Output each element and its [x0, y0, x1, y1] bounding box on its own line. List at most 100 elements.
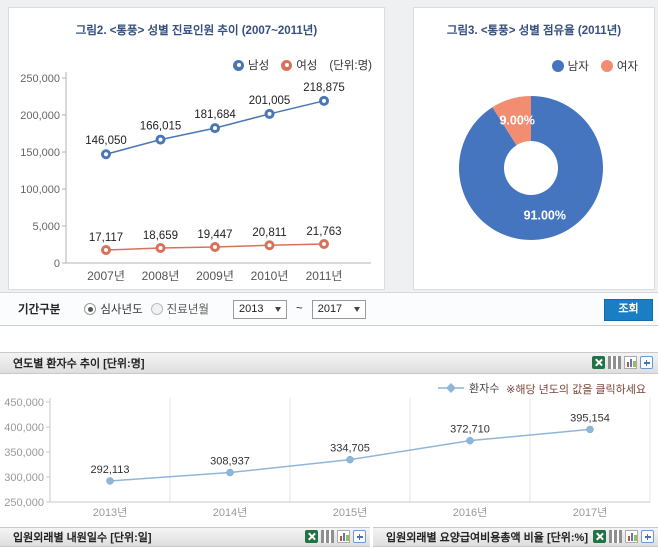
svg-text:200,000: 200,000 — [20, 110, 60, 122]
svg-text:2011년: 2011년 — [306, 269, 343, 283]
bar-chart-icon[interactable] — [624, 356, 637, 369]
svg-text:20,811: 20,811 — [252, 227, 286, 239]
gender-share-panel: 그림3. <통풍> 성별 점유율 (2011년) 남자 여자 91.00% 9.0… — [413, 7, 655, 290]
chart-toolbar — [305, 530, 366, 543]
excel-export-icon[interactable] — [593, 530, 606, 543]
svg-text:2008년: 2008년 — [142, 269, 180, 283]
svg-text:400,000: 400,000 — [4, 422, 44, 434]
visit-days-title: 입원외래별 내원일수 [단위:일] — [13, 532, 152, 544]
cost-ratio-title: 입원외래별 요양급여비용총액 비율 [단위:%] — [386, 532, 588, 544]
svg-text:100,000: 100,000 — [20, 184, 60, 196]
year-range-separator: ~ — [295, 303, 303, 315]
gender-trend-title: 그림2. <통풍> 성별 진료인원 추이 (2007~2011년) — [75, 25, 318, 37]
expand-icon[interactable] — [640, 356, 653, 369]
svg-text:250,000: 250,000 — [20, 73, 60, 85]
svg-text:91.00%: 91.00% — [524, 209, 566, 223]
svg-text:18,659: 18,659 — [143, 230, 178, 242]
gender-share-legend: 남자 여자 — [551, 58, 638, 74]
bar-chart-icon-bar — [633, 360, 636, 367]
svg-text:308,937: 308,937 — [210, 456, 250, 468]
svg-text:2014년: 2014년 — [213, 506, 248, 519]
svg-text:146,050: 146,050 — [85, 135, 127, 147]
legend-item-man: 남자 — [551, 58, 589, 74]
gender-share-title: 그림3. <통풍> 성별 점유율 (2011년) — [446, 25, 622, 37]
svg-text:2007년: 2007년 — [87, 269, 125, 283]
svg-text:250,000: 250,000 — [4, 497, 44, 509]
svg-text:2010년: 2010년 — [251, 269, 289, 283]
svg-text:21,763: 21,763 — [306, 226, 341, 238]
period-filter-label: 기간구분 — [18, 304, 61, 316]
svg-text:150,000: 150,000 — [20, 147, 60, 159]
svg-text:0: 0 — [54, 258, 60, 270]
svg-text:300,000: 300,000 — [4, 472, 44, 484]
yearly-patients-section: 연도별 환자수 추이 [단위:명] 환자수 ※해당 년도의 값을 클릭하세요 4… — [0, 352, 658, 524]
bar-chart-icon-bar — [346, 534, 349, 541]
legend-item-female: 여성 — [281, 57, 317, 73]
legend-item-male: 남성 — [233, 57, 269, 73]
yearly-patients-title: 연도별 환자수 추이 [단위:명] — [13, 358, 145, 370]
chart-toolbar — [593, 530, 654, 543]
table-view-icon[interactable] — [609, 530, 622, 543]
woman-slice-marker-icon — [600, 60, 613, 72]
patient-series-marker-icon — [438, 383, 464, 393]
svg-text:395,154: 395,154 — [570, 412, 610, 424]
chevron-down-icon — [353, 306, 360, 312]
unit-label: (단위:명) — [329, 60, 372, 72]
svg-text:2017년: 2017년 — [573, 506, 608, 519]
to-year-select[interactable]: 2017 — [311, 299, 366, 319]
click-hint-note: ※해당 년도의 값을 클릭하세요 — [506, 384, 646, 396]
search-button[interactable]: 조회 — [604, 299, 653, 321]
svg-text:166,015: 166,015 — [140, 121, 182, 133]
review-year-radio[interactable] — [84, 303, 97, 315]
from-year-select[interactable]: 2013 — [232, 299, 287, 319]
treatment-month-radio-label[interactable]: 진료년월 — [166, 304, 209, 316]
svg-text:350,000: 350,000 — [4, 447, 44, 459]
chevron-down-icon — [274, 306, 281, 312]
cost-ratio-header: 입원외래별 요양급여비용총액 비율 [단위:%] — [373, 527, 658, 547]
female-series-marker-icon — [281, 59, 293, 71]
table-view-icon[interactable] — [321, 530, 334, 543]
svg-text:372,710: 372,710 — [450, 424, 490, 436]
expand-icon[interactable] — [641, 530, 654, 543]
svg-text:218,875: 218,875 — [303, 82, 345, 94]
treatment-month-radio[interactable] — [150, 303, 163, 315]
legend-label-female: 여성 — [296, 60, 318, 72]
yearly-patients-header: 연도별 환자수 추이 [단위:명] — [0, 352, 658, 374]
legend-label-woman: 여자 — [616, 61, 638, 73]
svg-text:181,684: 181,684 — [194, 109, 236, 121]
svg-text:9.00%: 9.00% — [499, 113, 534, 127]
bar-chart-icon-bar — [634, 534, 637, 541]
excel-export-icon[interactable] — [592, 356, 605, 369]
bottom-section-headers: 입원외래별 내원일수 [단위:일] 입원외래별 요양급여비용총액 비율 [단위:… — [0, 527, 658, 547]
svg-text:5,000: 5,000 — [32, 221, 60, 233]
patients-trend-chart[interactable]: 450,000 400,000 350,000 300,000 250,000 2013년… — [0, 396, 658, 524]
svg-text:2009년: 2009년 — [196, 269, 234, 283]
legend-item-woman: 여자 — [600, 58, 638, 74]
svg-text:334,705: 334,705 — [330, 443, 370, 455]
bar-chart-icon[interactable] — [337, 530, 350, 543]
from-year-value: 2013 — [238, 303, 264, 315]
legend-label-man: 남자 — [567, 61, 589, 73]
bar-chart-icon[interactable] — [625, 530, 638, 543]
excel-export-icon[interactable] — [305, 530, 318, 543]
patients-legend-label: 환자수 — [469, 383, 500, 395]
chart-toolbar — [592, 356, 653, 369]
patients-legend: 환자수 — [438, 380, 499, 396]
review-year-radio-label[interactable]: 심사년도 — [100, 304, 143, 316]
man-slice-marker-icon — [551, 60, 564, 72]
svg-text:201,005: 201,005 — [249, 95, 291, 107]
table-view-icon[interactable] — [608, 356, 621, 369]
period-filter-bar: 기간구분 심사년도 진료년월 2013 ~ 2017 조회 — [0, 292, 658, 326]
patients-legend-row: 환자수 ※해당 년도의 값을 클릭하세요 — [0, 380, 658, 396]
to-year-value: 2017 — [317, 303, 343, 315]
svg-text:2015년: 2015년 — [333, 506, 368, 519]
gender-trend-panel: 그림2. <통풍> 성별 진료인원 추이 (2007~2011년) 남성 여성 … — [8, 7, 385, 290]
svg-text:2013년: 2013년 — [93, 506, 128, 519]
legend-label-male: 남성 — [248, 60, 270, 72]
visit-days-header: 입원외래별 내원일수 [단위:일] — [0, 527, 370, 547]
svg-text:450,000: 450,000 — [4, 397, 44, 409]
svg-text:17,117: 17,117 — [89, 232, 123, 244]
svg-text:2016년: 2016년 — [453, 506, 488, 519]
expand-icon[interactable] — [353, 530, 366, 543]
